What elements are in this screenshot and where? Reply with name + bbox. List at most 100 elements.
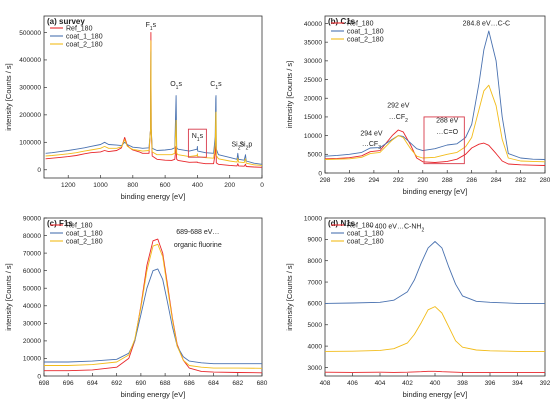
x-tick-label: 282 (515, 177, 526, 184)
x-tick-label: 686 (184, 380, 195, 387)
x-tick-label: 292 (393, 177, 404, 184)
y-tick-label: 70000 (23, 250, 41, 257)
chart-panel-c: (c) F1s 698 696 694 692 690 688 686 684 682 680 0 10… (4, 215, 268, 399)
y-tick-label: 10000 (23, 356, 41, 363)
y-tick-label: 7000 (308, 279, 323, 286)
legend-label: Ref_180 (66, 222, 93, 229)
legend-label: coat_2_180 (347, 238, 384, 245)
x-tick-label: 692 (111, 380, 122, 387)
y-tick-label: 90000 (23, 215, 41, 222)
y-tick-label: 60000 (23, 268, 41, 275)
y-axis-label: intensity [Counts / s] (4, 263, 13, 331)
y-tick-label: 30000 (23, 321, 41, 328)
series-line-coat_1_180 (325, 30, 545, 160)
legend-label: coat_1_180 (66, 33, 103, 40)
legend-label: coat_1_180 (347, 230, 384, 237)
x-tick-label: 286 (466, 177, 477, 184)
legend-label: coat_1_180 (66, 230, 103, 237)
legend-label: coat_2_180 (66, 238, 103, 245)
highlight-box (423, 116, 465, 165)
x-axis-label: binding energy [eV] (403, 390, 468, 399)
annotation-label: ~ 400 eV…C-NH2 (369, 224, 425, 234)
x-axis-label: binding energy [eV] (121, 192, 186, 201)
y-tick-label: 10000 (304, 133, 322, 140)
x-axis-label: binding energy [eV] (403, 187, 468, 196)
x-tick-label: 298 (320, 177, 331, 184)
series-line-coat_1_180 (325, 241, 545, 304)
y-tick-label: 20000 (23, 338, 41, 345)
y-axis-label: intensity [Counts / s] (285, 263, 294, 331)
x-tick-label: 394 (512, 380, 523, 387)
y-tick-label: 9000 (308, 237, 323, 244)
y-axis-label: intensity [Counts / s] (4, 63, 13, 131)
x-tick-label: 600 (160, 182, 171, 189)
x-tick-label: 396 (485, 380, 496, 387)
chart-title: (a) survey (47, 17, 85, 26)
series-line-coat_2_180 (44, 243, 262, 369)
annotation-label: 294 eV (360, 131, 383, 138)
annotation-label: C1s (210, 81, 222, 91)
y-tick-label: 0 (37, 373, 41, 380)
annotation-label: O1s (170, 81, 182, 91)
plot-frame (324, 15, 546, 174)
x-tick-label: 404 (375, 380, 386, 387)
legend-label: Ref_180 (347, 222, 374, 229)
chart-title: (c) F1s (47, 219, 73, 228)
x-tick-label: 1000 (93, 182, 108, 189)
y-tick-label: 30000 (304, 58, 322, 65)
annotation-label: …C=O (436, 129, 458, 136)
legend-label: coat_1_180 (347, 28, 384, 35)
y-tick-label: 6000 (308, 301, 323, 308)
series-line-Ref_180 (325, 370, 545, 374)
x-tick-label: 698 (39, 380, 50, 387)
chart-panel-b: (b) C1s 298 296 294 292 290 288 286 284 282 280 0 50… (285, 15, 550, 196)
x-tick-label: 402 (402, 380, 413, 387)
y-tick-label: 50000 (23, 286, 41, 293)
chart-title: (b) C1s (328, 17, 356, 26)
series-line-coat_2_180 (45, 40, 262, 166)
series-group (325, 241, 545, 374)
x-tick-label: 800 (127, 182, 138, 189)
chart-title: (d) N1s (328, 219, 356, 228)
y-tick-label: 5000 (308, 322, 323, 329)
x-tick-label: 398 (457, 380, 468, 387)
legend-label: coat_2_180 (347, 36, 384, 43)
annotation-label: …CF2 (389, 114, 408, 124)
y-tick-label: 25000 (304, 77, 322, 84)
y-tick-label: 80000 (23, 233, 41, 240)
annotation-label: 292 eV (387, 103, 410, 110)
plot-frame (43, 217, 263, 377)
annotation-label: N1s (192, 133, 204, 143)
annotation-label: …CF3 (362, 141, 381, 151)
y-tick-label: 40000 (23, 303, 41, 310)
x-tick-label: 682 (232, 380, 243, 387)
x-tick-label: 294 (368, 177, 379, 184)
plot-frame (43, 15, 263, 179)
x-tick-label: 696 (63, 380, 74, 387)
annotation-label: 689-688 eV… (176, 229, 219, 236)
annotation-label: organic fluorine (174, 242, 222, 249)
y-tick-label: 40000 (304, 21, 322, 28)
x-tick-label: 400 (430, 380, 441, 387)
x-tick-label: 406 (347, 380, 358, 387)
highlight-box (187, 128, 207, 158)
x-tick-label: 1200 (61, 182, 76, 189)
x-tick-label: 688 (160, 380, 171, 387)
y-axis-label: intensity [Counts / s] (285, 61, 294, 129)
series-line-coat_2_180 (325, 306, 545, 352)
x-tick-label: 680 (257, 380, 268, 387)
x-tick-label: 200 (224, 182, 235, 189)
y-tick-label: 100000 (19, 140, 41, 147)
series-line-coat_1_180 (44, 268, 262, 365)
x-tick-label: 290 (417, 177, 428, 184)
y-tick-label: 0 (37, 167, 41, 174)
series-line-Ref_180 (45, 32, 262, 168)
x-tick-label: 392 (540, 380, 550, 387)
y-tick-label: 3000 (308, 365, 323, 372)
x-axis-label: binding energy [eV] (121, 390, 186, 399)
y-tick-label: 0 (318, 170, 322, 177)
series-group (325, 30, 545, 166)
y-tick-label: 500000 (19, 30, 41, 37)
y-tick-label: 8000 (308, 258, 323, 265)
